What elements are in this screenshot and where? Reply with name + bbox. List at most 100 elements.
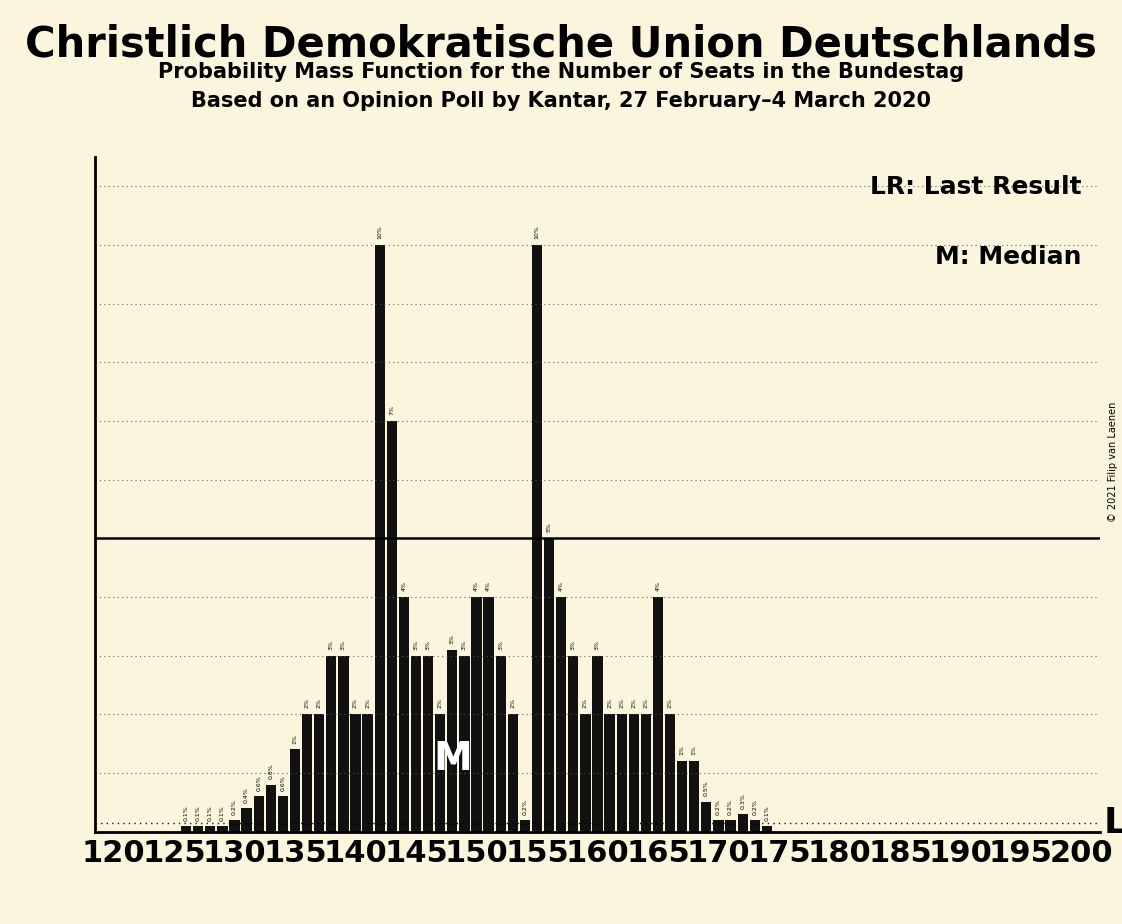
Text: 0.6%: 0.6% [256, 775, 261, 791]
Bar [289, 749, 301, 832]
Bar [557, 597, 567, 832]
Text: 0.2%: 0.2% [752, 799, 757, 815]
Text: M: Median: M: Median [935, 245, 1082, 269]
Bar [302, 714, 312, 832]
Bar [616, 714, 627, 832]
Text: 10%: 10% [377, 225, 383, 239]
Bar [435, 714, 445, 832]
Bar [507, 714, 518, 832]
Bar [278, 796, 288, 832]
Text: 0.2%: 0.2% [716, 799, 721, 815]
Text: 2%: 2% [304, 699, 310, 709]
Bar [218, 826, 228, 832]
Text: 0.6%: 0.6% [280, 775, 285, 791]
Text: 4%: 4% [402, 581, 406, 591]
Text: 2%: 2% [619, 699, 624, 709]
Text: LR: LR [1104, 806, 1122, 840]
Bar [398, 597, 410, 832]
Text: 0.8%: 0.8% [268, 763, 274, 779]
Bar [375, 245, 385, 832]
Text: 0.1%: 0.1% [195, 806, 201, 821]
Text: 3%: 3% [571, 639, 576, 650]
Text: 0.2%: 0.2% [728, 799, 733, 815]
Text: 2%: 2% [316, 699, 322, 709]
Bar [411, 656, 421, 832]
Text: 10%: 10% [534, 225, 540, 239]
Text: 3%: 3% [341, 639, 346, 650]
Text: 4%: 4% [473, 581, 479, 591]
Text: Probability Mass Function for the Number of Seats in the Bundestag: Probability Mass Function for the Number… [158, 62, 964, 82]
Text: 0.3%: 0.3% [741, 794, 745, 809]
Text: 2%: 2% [582, 699, 588, 709]
Bar [605, 714, 615, 832]
Text: 0.4%: 0.4% [245, 787, 249, 804]
Bar [423, 656, 433, 832]
Text: Christlich Demokratische Union Deutschlands: Christlich Demokratische Union Deutschla… [25, 23, 1097, 65]
Bar [519, 820, 530, 832]
Bar [387, 421, 397, 832]
Bar [327, 656, 337, 832]
Bar [762, 826, 772, 832]
Text: LR: Last Result: LR: Last Result [870, 175, 1082, 199]
Text: 3%: 3% [595, 639, 600, 650]
Text: © 2021 Filip van Laenen: © 2021 Filip van Laenen [1109, 402, 1118, 522]
Bar [653, 597, 663, 832]
Text: 0.5%: 0.5% [703, 781, 709, 796]
Text: 0.1%: 0.1% [764, 806, 770, 821]
Bar [254, 796, 264, 832]
Text: M: M [433, 740, 471, 778]
Bar [181, 826, 191, 832]
Text: 2%: 2% [353, 699, 358, 709]
Bar [471, 597, 481, 832]
Bar [241, 808, 251, 832]
Text: 2%: 2% [365, 699, 370, 709]
Bar [193, 826, 203, 832]
Bar [350, 714, 360, 832]
Text: 3%: 3% [498, 639, 503, 650]
Text: 1%: 1% [680, 746, 684, 755]
Text: Based on an Opinion Poll by Kantar, 27 February–4 March 2020: Based on an Opinion Poll by Kantar, 27 F… [191, 91, 931, 112]
Text: 2%: 2% [438, 699, 443, 709]
Bar [229, 820, 240, 832]
Bar [532, 245, 542, 832]
Text: 1%: 1% [692, 746, 697, 755]
Bar [448, 650, 458, 832]
Bar [628, 714, 638, 832]
Bar [665, 714, 675, 832]
Text: 0.1%: 0.1% [208, 806, 213, 821]
Text: 2%: 2% [511, 699, 515, 709]
Text: 0.2%: 0.2% [232, 799, 237, 815]
Text: 7%: 7% [389, 405, 394, 415]
Bar [362, 714, 373, 832]
Bar [737, 814, 747, 832]
Bar [459, 656, 469, 832]
Text: 4%: 4% [486, 581, 491, 591]
Bar [749, 820, 760, 832]
Text: 5%: 5% [546, 523, 552, 532]
Bar [314, 714, 324, 832]
Bar [689, 761, 699, 832]
Bar [592, 656, 603, 832]
Text: 1%: 1% [293, 734, 297, 744]
Text: 2%: 2% [632, 699, 636, 709]
Bar [544, 539, 554, 832]
Text: 4%: 4% [559, 581, 563, 591]
Text: 0.2%: 0.2% [523, 799, 527, 815]
Bar [726, 820, 736, 832]
Text: 3%: 3% [462, 639, 467, 650]
Bar [484, 597, 494, 832]
Text: 3%: 3% [425, 639, 431, 650]
Bar [496, 656, 506, 832]
Bar [677, 761, 688, 832]
Text: 3%: 3% [450, 634, 454, 644]
Text: 0.1%: 0.1% [184, 806, 188, 821]
Bar [205, 826, 215, 832]
Text: 2%: 2% [643, 699, 649, 709]
Text: 2%: 2% [668, 699, 672, 709]
Bar [701, 802, 711, 832]
Bar [568, 656, 579, 832]
Bar [714, 820, 724, 832]
Text: 2%: 2% [607, 699, 613, 709]
Text: 4%: 4% [655, 581, 661, 591]
Text: 3%: 3% [414, 639, 419, 650]
